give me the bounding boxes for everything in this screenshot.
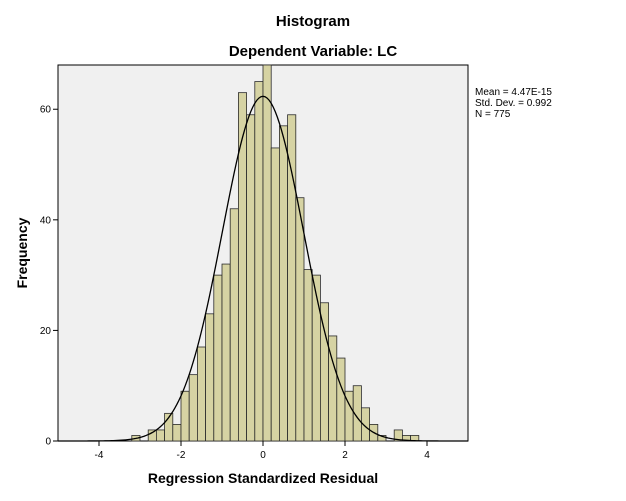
histogram-bar [246, 114, 256, 442]
x-tick-label: 0 [260, 450, 266, 461]
histogram-bar [180, 390, 190, 442]
histogram-bar [319, 302, 329, 442]
chart-subtitle: Dependent Variable: LC [228, 43, 398, 60]
histogram-bars [131, 64, 420, 442]
histogram-bar [270, 147, 280, 442]
histogram-bar [254, 81, 264, 442]
histogram-bar [295, 197, 305, 442]
histogram-bar [287, 114, 297, 442]
histogram-bar [172, 424, 182, 442]
chart-title: Histogram [275, 13, 351, 30]
stats-box: Mean = 4.47E-15 Std. Dev. = 0.992 N = 77… [475, 87, 552, 120]
histogram-bar [147, 429, 157, 442]
histogram-bar [311, 274, 321, 442]
x-tick-label: -2 [177, 450, 186, 461]
x-axis-label: Regression Standardized Residual [147, 470, 379, 486]
y-tick-label: 60 [40, 105, 52, 116]
histogram-bar [336, 357, 346, 442]
stats-std-dev: Std. Dev. = 0.992 [475, 98, 552, 109]
histogram-bar [221, 263, 231, 442]
histogram-bar [303, 269, 313, 442]
histogram-bar [213, 274, 223, 442]
histogram-bar [229, 208, 239, 442]
y-tick-label: 0 [45, 437, 51, 448]
histogram-bar [262, 64, 272, 442]
x-tick-label: 4 [424, 450, 430, 461]
histogram-bar [155, 429, 165, 442]
histogram-bar [377, 435, 387, 442]
y-tick-label: 20 [40, 326, 52, 337]
x-tick-label: 2 [342, 450, 348, 461]
x-tick-label: -4 [95, 450, 104, 461]
normal-curve [58, 95, 468, 442]
histogram-bar [278, 125, 288, 442]
histogram-bar [188, 374, 198, 442]
y-axis-label: Frequency [14, 217, 30, 289]
histogram-bar [205, 313, 215, 442]
y-tick-label: 40 [40, 215, 52, 226]
histogram-bar [237, 92, 247, 442]
stats-mean: Mean = 4.47E-15 [475, 87, 552, 98]
stats-n: N = 775 [475, 109, 511, 120]
histogram-bar [196, 346, 206, 442]
